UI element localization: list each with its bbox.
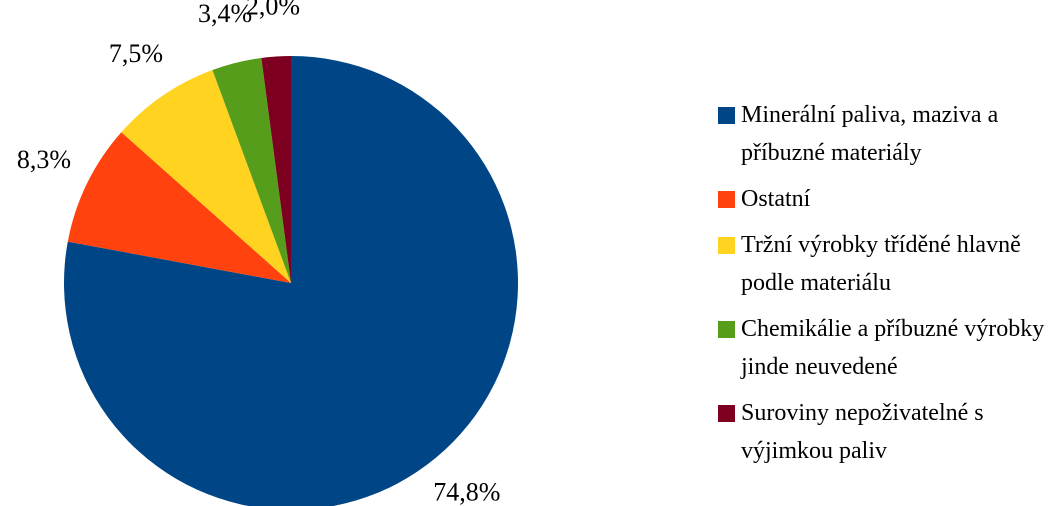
legend-swatch: [718, 107, 735, 124]
legend-item: Tržní výrobky tříděné hlavně podle mater…: [718, 226, 1058, 302]
legend-swatch: [718, 321, 735, 338]
legend: Minerální paliva, maziva a příbuzné mate…: [718, 96, 1058, 478]
legend-label: Suroviny nepoživatelné s výjimkou paliv: [741, 400, 984, 464]
pie-slice: [64, 56, 518, 506]
legend-item: Minerální paliva, maziva a příbuzné mate…: [718, 96, 1058, 172]
legend-swatch: [718, 405, 735, 422]
pie-slice: [67, 132, 291, 283]
legend-swatch: [718, 191, 735, 208]
legend-item: Chemikálie a příbuzné výrobky jinde neuv…: [718, 310, 1058, 386]
legend-label: Chemikálie a příbuzné výrobky jinde neuv…: [741, 316, 1045, 380]
legend-item: Suroviny nepoživatelné s výjimkou paliv: [718, 394, 1058, 470]
data-label: 7,5%: [109, 39, 163, 68]
data-label: 74,8%: [433, 477, 500, 506]
legend-item: Ostatní: [718, 180, 1058, 218]
pie-slice: [261, 56, 291, 283]
legend-swatch: [718, 237, 735, 254]
data-label: 2,0%: [246, 0, 300, 21]
legend-label: Tržní výrobky tříděné hlavně podle mater…: [741, 232, 1021, 296]
data-label: 8,3%: [17, 145, 71, 174]
legend-label: Minerální paliva, maziva a příbuzné mate…: [741, 102, 999, 166]
legend-label: Ostatní: [741, 186, 811, 212]
chart: 74,8% 8,3% 7,5% 3,4%2,0%: [17, 0, 518, 506]
pie-slice: [121, 70, 291, 283]
pie-slice: [212, 57, 291, 283]
data-label: 3,4%: [198, 0, 252, 28]
